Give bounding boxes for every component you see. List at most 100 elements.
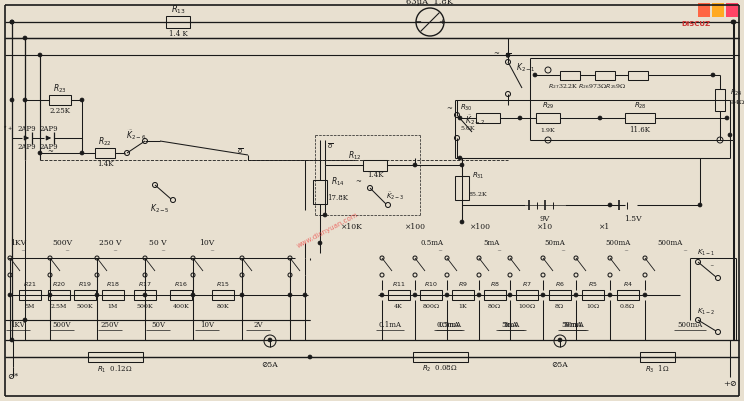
Circle shape: [455, 136, 460, 140]
Bar: [476, 113, 500, 123]
Circle shape: [541, 293, 545, 297]
Text: 9.4Ω: 9.4Ω: [730, 101, 744, 105]
Text: ~: ~: [112, 249, 118, 253]
Text: 1.4 K: 1.4 K: [169, 30, 187, 38]
Text: 10V: 10V: [199, 239, 214, 247]
Bar: [455, 176, 469, 200]
Circle shape: [308, 355, 312, 359]
Circle shape: [477, 273, 481, 277]
Circle shape: [143, 256, 147, 260]
Text: $R19$: $R19$: [77, 280, 92, 288]
Text: $R_{24}$: $R_{24}$: [730, 88, 743, 98]
Text: 500mA: 500mA: [606, 239, 631, 247]
Text: 2AP9: 2AP9: [39, 143, 58, 151]
Text: +: +: [438, 18, 446, 26]
Text: $R_{30}$: $R_{30}$: [460, 103, 472, 113]
Bar: [560, 71, 580, 79]
Circle shape: [48, 273, 52, 277]
Text: $K_{1-1}$: $K_{1-1}$: [697, 248, 715, 258]
Circle shape: [143, 138, 147, 144]
Circle shape: [698, 203, 702, 207]
Text: $R6$: $R6$: [554, 280, 565, 288]
Text: $\overline{o}$: $\overline{o}$: [237, 148, 243, 156]
Text: ⊘5A: ⊘5A: [262, 361, 278, 369]
Circle shape: [445, 256, 449, 260]
Text: −: −: [414, 18, 422, 26]
Text: 250 V: 250 V: [99, 239, 121, 247]
Circle shape: [38, 53, 42, 57]
Circle shape: [240, 256, 244, 260]
Text: $R_{13}$: $R_{13}$: [170, 4, 185, 16]
Circle shape: [545, 137, 551, 143]
Circle shape: [8, 293, 12, 297]
Bar: [617, 290, 638, 300]
Text: www.dianyuan.com: www.dianyuan.com: [296, 211, 359, 249]
Bar: [101, 290, 124, 300]
Circle shape: [445, 273, 449, 277]
Circle shape: [545, 67, 551, 73]
Circle shape: [23, 98, 27, 102]
Text: $R_2$  0.08Ω: $R_2$ 0.08Ω: [423, 364, 458, 374]
Circle shape: [80, 151, 84, 155]
Circle shape: [533, 73, 537, 77]
Text: ~: ~: [47, 148, 53, 156]
Text: 1KV: 1KV: [10, 321, 25, 329]
Bar: [48, 290, 69, 300]
Circle shape: [95, 273, 99, 277]
Text: $R_{14}$: $R_{14}$: [331, 176, 345, 188]
Bar: [95, 148, 115, 158]
Bar: [211, 290, 234, 300]
Text: $R5$: $R5$: [589, 280, 598, 288]
Circle shape: [48, 256, 52, 260]
Bar: [412, 352, 467, 362]
Circle shape: [413, 273, 417, 277]
Bar: [452, 290, 474, 300]
Text: $R16$: $R16$: [174, 280, 188, 288]
Bar: [625, 113, 655, 123]
Text: 11.6K: 11.6K: [629, 126, 650, 134]
Text: 5mA: 5mA: [502, 321, 518, 329]
Text: 10Ω: 10Ω: [586, 304, 600, 308]
Text: 1K: 1K: [459, 304, 467, 308]
Circle shape: [608, 273, 612, 277]
Text: $R_{31}$: $R_{31}$: [472, 171, 484, 181]
Bar: [170, 290, 192, 300]
Circle shape: [477, 293, 481, 297]
Text: 5M: 5M: [25, 304, 35, 308]
Text: ×10: ×10: [537, 223, 553, 231]
Circle shape: [23, 318, 27, 322]
Circle shape: [541, 256, 545, 260]
Text: ~: ~: [496, 249, 501, 253]
Text: 10V: 10V: [200, 321, 214, 329]
Text: ~: ~: [20, 249, 25, 253]
Circle shape: [288, 256, 292, 260]
Circle shape: [554, 335, 566, 347]
Text: 0.5mA: 0.5mA: [437, 321, 460, 329]
Bar: [726, 3, 738, 17]
Circle shape: [323, 213, 327, 217]
Circle shape: [38, 151, 42, 155]
Circle shape: [725, 116, 729, 120]
Text: $R20$: $R20$: [51, 280, 65, 288]
Text: 17.8K: 17.8K: [327, 194, 348, 202]
Bar: [313, 180, 327, 204]
Circle shape: [508, 256, 512, 260]
Circle shape: [413, 293, 417, 297]
Text: 0.1mA: 0.1mA: [379, 321, 402, 329]
Text: $R_{28}$: $R_{28}$: [634, 101, 647, 111]
Text: 9V: 9V: [540, 215, 550, 223]
Text: 1KV: 1KV: [10, 239, 26, 247]
Text: $\star_+$: $\star_+$: [2, 124, 13, 133]
Circle shape: [716, 330, 720, 334]
Text: $\widetilde{K}_{2-6}$: $\widetilde{K}_{2-6}$: [126, 128, 146, 142]
Text: ~: ~: [65, 249, 70, 253]
Circle shape: [10, 98, 14, 102]
Circle shape: [728, 133, 732, 137]
Circle shape: [191, 256, 195, 260]
Text: 63μA  1.8K: 63μA 1.8K: [406, 0, 454, 6]
Circle shape: [124, 150, 129, 156]
Circle shape: [458, 156, 462, 160]
Bar: [516, 290, 537, 300]
Bar: [388, 290, 409, 300]
Circle shape: [558, 338, 562, 342]
